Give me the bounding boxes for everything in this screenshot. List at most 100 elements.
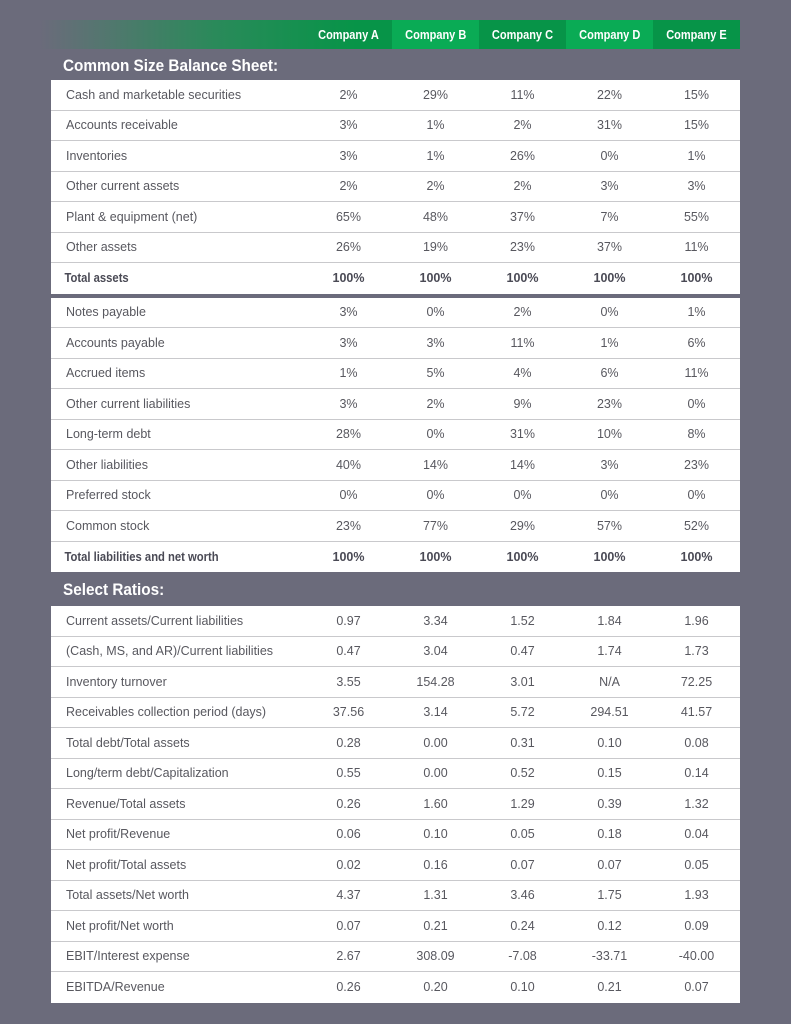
table-row: Total liabilities and net worth 100% 100% 1… xyxy=(51,542,740,573)
cell-value: 0.10 xyxy=(597,735,622,750)
cell-value: 3% xyxy=(339,118,358,133)
cell-value: 1.60 xyxy=(423,796,448,811)
cell-value: 48% xyxy=(422,209,449,224)
cell-value: 0.24 xyxy=(510,918,535,933)
row-label: Total assets xyxy=(64,271,129,286)
cell-value: 0.05 xyxy=(510,827,535,842)
cell-value: 2% xyxy=(339,87,358,102)
cell-value: 23% xyxy=(509,240,536,255)
cell-value: 6% xyxy=(600,366,619,381)
cell-value: 0.00 xyxy=(423,735,448,750)
cell-value: 0% xyxy=(513,488,532,503)
row-label: Long-term debt xyxy=(66,427,151,442)
row-label: Plant & equipment (net) xyxy=(66,209,198,224)
cell-value: 1% xyxy=(600,335,619,350)
cell-value: 3% xyxy=(339,305,358,320)
cell-value: 1% xyxy=(687,148,706,163)
cell-value: 0.26 xyxy=(336,980,361,995)
table-row: Other assets 26% 19% 23% 37% 11% xyxy=(51,233,740,263)
company-header: Company A Company B Company C Company D … xyxy=(40,20,740,49)
cell-value: 1% xyxy=(426,118,445,133)
cell-value: 11% xyxy=(684,240,709,255)
cell-value: 2% xyxy=(513,179,532,194)
cell-value: 3% xyxy=(600,179,619,194)
cell-value: 0.09 xyxy=(684,918,709,933)
cell-value: 9% xyxy=(513,396,532,411)
cell-value: 77% xyxy=(422,518,449,533)
cell-value: 2% xyxy=(513,118,532,133)
cell-value: 31% xyxy=(596,118,623,133)
cell-value: 1.74 xyxy=(597,644,622,659)
row-label: Inventory turnover xyxy=(66,674,167,689)
table-row: Receivables collection period (days) 37.5… xyxy=(51,698,740,728)
cell-value: 0.12 xyxy=(597,918,622,933)
cell-value: 0.20 xyxy=(423,980,448,995)
cell-value: 1.84 xyxy=(597,613,622,628)
cell-value: 2% xyxy=(513,305,532,320)
cell-value: 26% xyxy=(509,148,536,163)
cell-value: 7% xyxy=(600,209,619,224)
cell-value: 0.16 xyxy=(423,857,448,872)
cell-value: 100% xyxy=(506,271,539,286)
cell-value: 15% xyxy=(683,118,710,133)
cell-value: 100% xyxy=(593,549,626,564)
cell-value: 0.05 xyxy=(684,857,709,872)
cell-value: 0.21 xyxy=(423,918,448,933)
cell-value: 0.47 xyxy=(510,644,535,659)
row-label: Cash and marketable securities xyxy=(66,87,242,102)
cell-value: 0.31 xyxy=(510,735,535,750)
row-label: Other current liabilities xyxy=(66,396,191,411)
cell-value: 29% xyxy=(422,87,449,102)
cell-value: 0.97 xyxy=(336,613,361,628)
row-label: Accrued items xyxy=(66,366,146,381)
cell-value: 100% xyxy=(593,271,626,286)
cell-value: 308.09 xyxy=(416,949,455,964)
table-row: EBIT/Interest expense 2.67 308.09 -7.08 -33.… xyxy=(51,942,740,972)
cell-value: 1.52 xyxy=(510,613,535,628)
cell-value: 100% xyxy=(506,549,539,564)
cell-value: 55% xyxy=(683,209,710,224)
balance-sheet-table: Cash and marketable securities 2% 29% 11% 22… xyxy=(51,80,740,572)
table-row: Accrued items 1% 5% 4% 6% 11% xyxy=(51,359,740,389)
header-company-e: Company E xyxy=(666,27,727,42)
cell-value: 0% xyxy=(339,488,358,503)
ratios-table: Current assets/Current liabilities 0.97 3.… xyxy=(51,606,740,1003)
row-label: Accounts payable xyxy=(66,335,165,350)
cell-value: 100% xyxy=(419,271,452,286)
cell-value: 8% xyxy=(687,427,706,442)
cell-value: 31% xyxy=(509,427,536,442)
cell-value: 10% xyxy=(596,427,623,442)
cell-value: 3.55 xyxy=(336,674,361,689)
cell-value: 1.96 xyxy=(684,613,709,628)
row-label: Net profit/Revenue xyxy=(66,827,171,842)
cell-value: 0.02 xyxy=(336,857,361,872)
table-row: Net profit/Net worth 0.07 0.21 0.24 0.12 0.09 xyxy=(51,911,740,942)
cell-value: 1.32 xyxy=(684,796,709,811)
cell-value: 100% xyxy=(332,549,365,564)
cell-value: 0.06 xyxy=(336,827,361,842)
cell-value: 3.46 xyxy=(510,888,535,903)
cell-value: 2.67 xyxy=(336,949,361,964)
cell-value: 0.47 xyxy=(336,644,361,659)
cell-value: 29% xyxy=(509,518,536,533)
cell-value: 4% xyxy=(513,366,532,381)
cell-value: 0% xyxy=(687,396,706,411)
cell-value: 5% xyxy=(426,366,445,381)
cell-value: 3.01 xyxy=(510,674,535,689)
cell-value: 1% xyxy=(339,366,358,381)
row-label: Other assets xyxy=(66,240,137,255)
cell-value: 52% xyxy=(683,518,710,533)
balance-sheet-title: Common Size Balance Sheet: xyxy=(63,56,279,75)
cell-value: 3.14 xyxy=(423,705,448,720)
cell-value: 11% xyxy=(510,87,535,102)
cell-value: 41.57 xyxy=(680,705,713,720)
cell-value: 72.25 xyxy=(680,674,713,689)
cell-value: 0.07 xyxy=(510,857,535,872)
table-row: Other current assets 2% 2% 2% 3% 3% xyxy=(51,172,740,202)
cell-value: 0.21 xyxy=(597,980,622,995)
cell-value: 0% xyxy=(426,427,445,442)
table-row: Preferred stock 0% 0% 0% 0% 0% xyxy=(51,481,740,511)
table-row: Net profit/Revenue 0.06 0.10 0.05 0.18 0.04 xyxy=(51,820,740,850)
cell-value: 57% xyxy=(596,518,623,533)
row-label: Preferred stock xyxy=(66,488,151,503)
